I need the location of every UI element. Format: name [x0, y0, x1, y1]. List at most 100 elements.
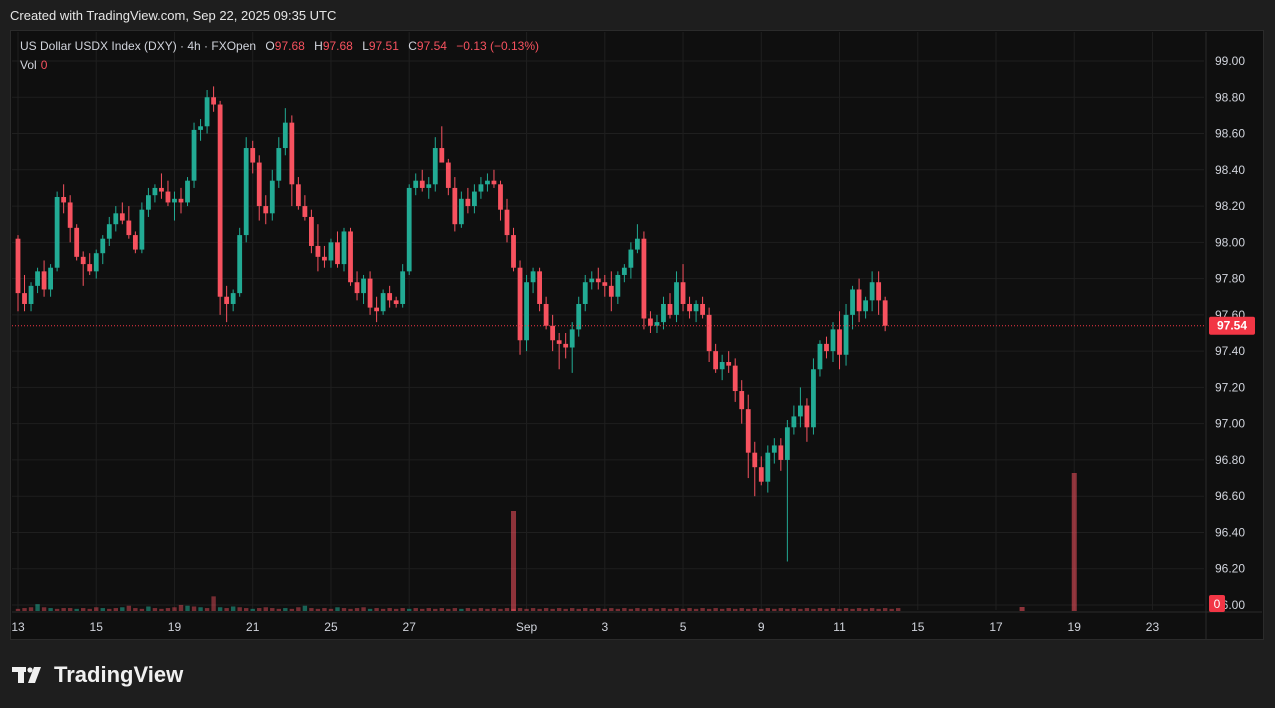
x-tick-label: 21 [246, 620, 260, 634]
y-tick-label: 98.20 [1215, 199, 1245, 213]
volume-bar [472, 608, 477, 611]
x-tick-label: 17 [989, 620, 1003, 634]
volume-bar [257, 608, 262, 611]
volume-bar [426, 608, 431, 611]
candle-body [309, 216, 314, 246]
candle-body [348, 231, 353, 283]
volume-bar [817, 608, 823, 611]
candle-body [830, 329, 836, 352]
candle-body [367, 278, 373, 308]
volume-bar [94, 607, 99, 611]
candle-body [322, 256, 327, 261]
volume-bar [896, 608, 901, 611]
x-tick-label: 15 [90, 620, 104, 634]
volume-bar [165, 608, 171, 611]
candle-body [74, 227, 80, 257]
candle-body [93, 253, 99, 272]
volume-bar [387, 608, 392, 611]
volume-bar [270, 608, 275, 611]
candle-body [146, 195, 151, 210]
candle-body [745, 409, 751, 453]
candle-body [67, 202, 73, 228]
low-value: 97.51 [368, 39, 399, 53]
volume-bar [48, 608, 53, 611]
volume-bar [830, 608, 836, 611]
candle-body [635, 238, 640, 250]
volume-bar [393, 608, 399, 611]
candle-body [289, 122, 295, 185]
volume-bar [843, 608, 849, 611]
symbol-title: US Dollar USDX Index (DXY) · 4h · FXOpen [20, 39, 257, 53]
candle-body [380, 293, 386, 312]
candle-body [452, 187, 458, 225]
volume-bar [863, 608, 868, 611]
candle-body [771, 445, 777, 453]
volume-legend[interactable]: Vol 0 [20, 58, 47, 72]
candle-body [732, 365, 738, 392]
candle-body [524, 282, 529, 341]
candle-body [263, 206, 269, 214]
candle-body [426, 184, 432, 188]
candle-body [758, 467, 764, 482]
volume-bar [341, 608, 347, 611]
x-tick-label: 23 [1146, 620, 1160, 634]
brand-name: TradingView [54, 662, 184, 687]
candle-body [413, 180, 419, 188]
x-tick-label: 3 [601, 620, 608, 634]
volume-bar [276, 608, 281, 611]
candle-body [106, 224, 112, 239]
x-tick-label: 5 [680, 620, 687, 634]
volume-bar [237, 607, 242, 611]
candle-body [784, 427, 790, 460]
candle-body [543, 303, 549, 326]
candle-body [485, 180, 490, 185]
candle-body [491, 180, 497, 185]
candle-body [393, 300, 399, 304]
candle-body [856, 289, 862, 312]
volume-bar [785, 608, 790, 611]
volume-bar [465, 608, 471, 611]
volume-bar [283, 608, 288, 611]
candle-body [608, 285, 614, 297]
volume-bar [191, 606, 197, 611]
volume-bar [100, 608, 105, 611]
candle-body [465, 198, 471, 207]
candle-body [354, 282, 360, 294]
candle-body [445, 162, 451, 188]
volume-bar [739, 608, 744, 611]
close-label: C [408, 39, 417, 53]
candle-body [191, 129, 197, 181]
candle-body [165, 191, 171, 203]
candle-body [237, 235, 243, 294]
last-price-label: 97.54 [1217, 319, 1247, 333]
volume-bar [433, 608, 438, 611]
candle-body [15, 238, 21, 294]
candle-body [615, 274, 621, 297]
candle-body [472, 191, 477, 207]
candle-body [621, 267, 627, 275]
volume-bar [302, 605, 308, 611]
volume-bar [850, 608, 855, 611]
symbol-legend[interactable]: US Dollar USDX Index (DXY) · 4h · FXOpen… [20, 39, 545, 53]
candle-body [882, 300, 888, 326]
volume-bar [824, 608, 829, 611]
candle-body [335, 242, 340, 265]
volume-bar [504, 608, 510, 611]
candle-body [837, 329, 842, 355]
candle-body [850, 289, 855, 315]
candle-body [843, 314, 849, 355]
volume-bar [133, 608, 138, 611]
volume-bar [126, 605, 132, 611]
tradingview-brand[interactable]: TradingView [12, 662, 183, 688]
candle-body [693, 303, 699, 312]
open-label: O [265, 39, 275, 53]
volume-bar [726, 608, 731, 611]
volume-bar [772, 608, 777, 611]
volume-bar [576, 608, 581, 611]
volume-bar [67, 608, 73, 611]
open-value: 97.68 [274, 39, 305, 53]
candle-body [752, 452, 758, 468]
candle-body [869, 282, 875, 301]
y-tick-label: 97.40 [1215, 344, 1245, 358]
